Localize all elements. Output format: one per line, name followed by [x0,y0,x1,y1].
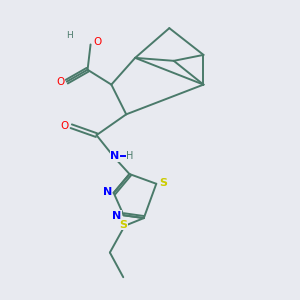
Text: S: S [159,178,167,188]
Text: N: N [110,151,120,161]
Text: O: O [61,121,69,131]
Text: O: O [56,76,64,87]
Text: O: O [93,37,101,47]
Text: N: N [112,211,122,221]
Text: S: S [119,220,127,230]
Text: H: H [126,151,134,161]
Text: N: N [103,187,112,197]
Text: H: H [66,31,73,40]
